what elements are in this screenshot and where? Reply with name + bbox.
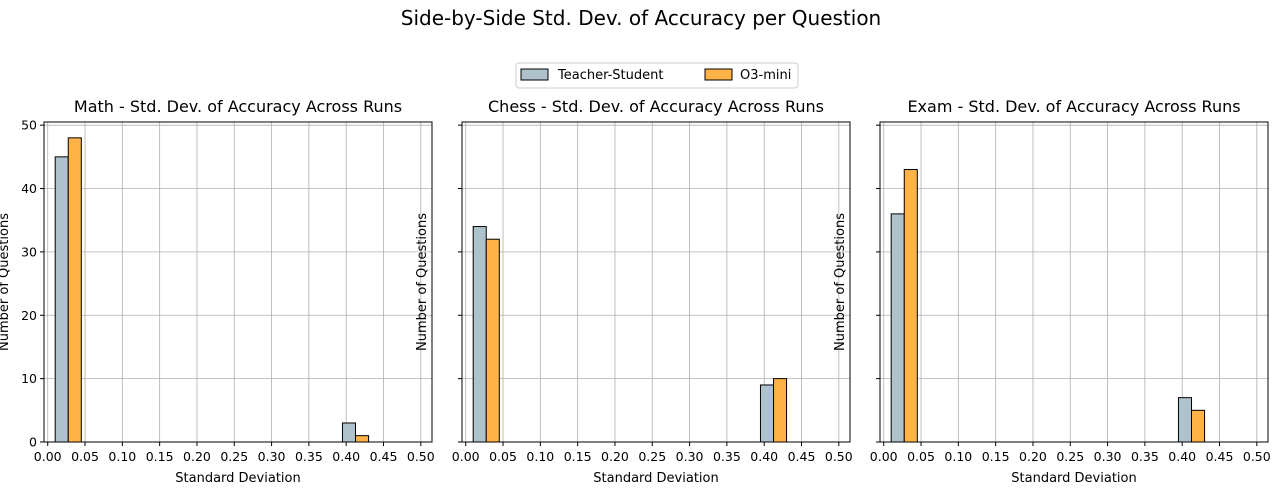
x-tick-label: 0.00	[870, 449, 898, 464]
bar-teacher-student	[54, 156, 69, 443]
x-tick-label: 0.40	[332, 449, 360, 464]
math-xlabel: Standard Deviation	[175, 471, 300, 486]
x-tick-label: 0.40	[750, 449, 778, 464]
bar-o3-mini	[67, 137, 82, 443]
x-tick-label: 0.30	[676, 449, 704, 464]
x-tick-label: 0.30	[1094, 449, 1122, 464]
bar-teacher-student	[759, 384, 775, 443]
bar-teacher-student	[341, 422, 357, 443]
legend-swatch-o3-mini	[704, 68, 733, 81]
y-tick-label: 20	[21, 308, 37, 323]
x-tick-label: 0.15	[146, 449, 174, 464]
x-tick-label: 0.05	[907, 449, 935, 464]
bar-o3-mini	[1191, 409, 1206, 443]
x-tick-label: 0.10	[526, 449, 554, 464]
bar-teacher-student	[1177, 397, 1193, 443]
bar-o3-mini	[485, 238, 500, 443]
y-tick-label: 50	[21, 118, 37, 133]
bar-o3-mini	[903, 169, 918, 443]
exam-bars	[890, 169, 1257, 443]
x-tick-label: 0.00	[452, 449, 480, 464]
x-tick-label: 0.10	[944, 449, 972, 464]
x-tick-label: 0.50	[825, 449, 853, 464]
panel-chess: 0.00 0.05 0.10 0.15 0.20 0.25 0.30 0.35 0.40 0.45…	[415, 97, 853, 486]
x-tick-label: 0.15	[982, 449, 1010, 464]
math-bars	[54, 137, 421, 443]
math-ylabel: Number of Questions	[0, 213, 12, 351]
math-axes-frame	[43, 121, 433, 443]
x-tick-label: 0.25	[1056, 449, 1084, 464]
x-tick-label: 0.50	[407, 449, 435, 464]
x-tick-label: 0.25	[638, 449, 666, 464]
chess-axes-frame	[461, 121, 851, 443]
x-tick-label: 0.00	[34, 449, 62, 464]
exam-title: Exam - Std. Dev. of Accuracy Across Runs	[907, 97, 1240, 116]
x-tick-label: 0.15	[564, 449, 592, 464]
exam-grid	[880, 122, 1268, 443]
x-tick-label: 0.35	[295, 449, 323, 464]
x-tick-label: 0.05	[71, 449, 99, 464]
bar-teacher-student	[472, 226, 487, 443]
bar-o3-mini	[355, 435, 370, 443]
exam-axes-frame	[879, 121, 1269, 443]
x-tick-label: 0.50	[1243, 449, 1271, 464]
chess-title: Chess - Std. Dev. of Accuracy Across Run…	[488, 97, 824, 116]
x-tick-label: 0.35	[713, 449, 741, 464]
x-tick-label: 0.05	[489, 449, 517, 464]
x-tick-label: 0.20	[183, 449, 211, 464]
x-tick-label: 0.20	[1019, 449, 1047, 464]
bar-o3-mini	[773, 378, 788, 443]
math-title: Math - Std. Dev. of Accuracy Across Runs	[74, 97, 402, 116]
x-tick-label: 0.40	[1168, 449, 1196, 464]
legend: Teacher-Student O3-mini	[515, 62, 799, 89]
x-tick-label: 0.45	[788, 449, 816, 464]
y-tick-label: 30	[21, 244, 37, 259]
x-tick-label: 0.20	[601, 449, 629, 464]
legend-label-o3-mini: O3-mini	[740, 68, 791, 83]
exam-ylabel: Number of Questions	[833, 213, 848, 351]
math-grid	[44, 122, 432, 443]
y-tick-label: 10	[21, 371, 37, 386]
x-tick-label: 0.10	[108, 449, 136, 464]
x-tick-label: 0.45	[370, 449, 398, 464]
legend-swatch-teacher-student	[520, 68, 549, 81]
bar-teacher-student	[890, 213, 905, 443]
chess-grid	[462, 122, 850, 443]
legend-label-teacher-student: Teacher-Student	[557, 68, 663, 83]
panel-math: 0.00 0.05 0.10 0.15 0.20 0.25 0.30 0.35 0.40 0.45…	[0, 97, 435, 486]
chess-bars	[472, 226, 839, 443]
x-tick-label: 0.45	[1206, 449, 1234, 464]
x-tick-label: 0.30	[258, 449, 286, 464]
chess-xlabel: Standard Deviation	[593, 471, 718, 486]
chess-ylabel: Number of Questions	[415, 213, 430, 351]
exam-xlabel: Standard Deviation	[1011, 471, 1136, 486]
x-tick-label: 0.25	[220, 449, 248, 464]
y-tick-label: 40	[21, 181, 37, 196]
x-tick-label: 0.35	[1131, 449, 1159, 464]
panel-exam: 0.00 0.05 0.10 0.15 0.20 0.25 0.30 0.35 0.40 0.45…	[833, 97, 1271, 486]
figure-title: Side-by-Side Std. Dev. of Accuracy per Q…	[401, 6, 881, 30]
y-tick-label: 0	[29, 435, 37, 450]
